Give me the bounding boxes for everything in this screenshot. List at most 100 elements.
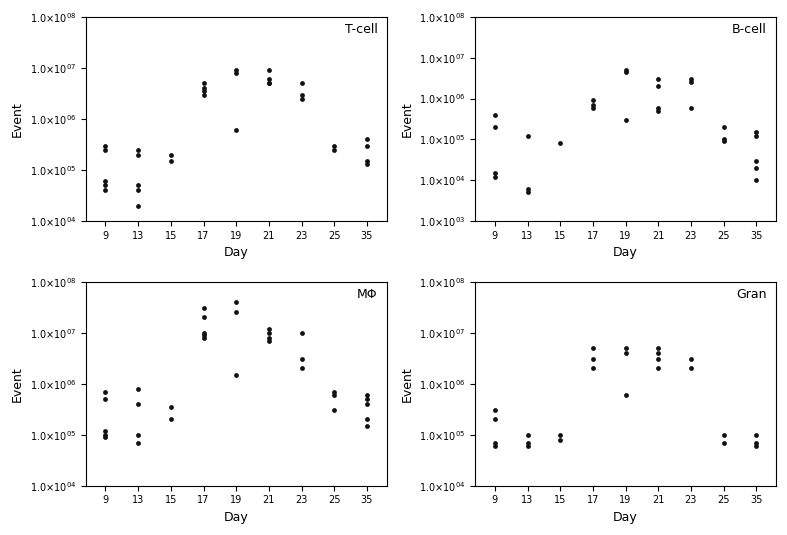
Point <box>360 160 373 169</box>
Point <box>652 82 664 90</box>
Point <box>489 123 501 132</box>
Point <box>652 344 664 353</box>
Point <box>132 384 145 393</box>
Point <box>554 430 567 439</box>
Point <box>489 438 501 447</box>
Point <box>360 400 373 408</box>
Point <box>230 298 242 307</box>
Point <box>99 177 112 186</box>
Point <box>586 364 599 372</box>
Point <box>263 324 275 333</box>
Point <box>717 430 730 439</box>
Point <box>652 103 664 112</box>
Point <box>295 94 308 103</box>
Point <box>328 387 341 396</box>
Point <box>586 344 599 353</box>
Point <box>360 135 373 143</box>
Point <box>295 90 308 99</box>
Point <box>198 313 210 322</box>
Point <box>489 169 501 177</box>
Point <box>489 415 501 424</box>
Point <box>521 430 534 439</box>
Point <box>652 355 664 364</box>
X-axis label: Day: Day <box>613 511 638 524</box>
Point <box>328 146 341 154</box>
Point <box>685 75 697 83</box>
Point <box>99 186 112 195</box>
Point <box>554 139 567 148</box>
Point <box>360 415 373 424</box>
Point <box>99 430 112 439</box>
Point <box>164 150 177 159</box>
Text: T-cell: T-cell <box>345 23 378 36</box>
Point <box>263 328 275 337</box>
X-axis label: Day: Day <box>613 246 638 259</box>
Point <box>750 438 763 447</box>
Point <box>99 433 112 441</box>
Point <box>619 67 632 76</box>
Point <box>619 391 632 399</box>
Point <box>99 426 112 435</box>
Point <box>489 406 501 415</box>
Point <box>750 176 763 185</box>
Y-axis label: Event: Event <box>401 101 413 137</box>
Point <box>489 442 501 450</box>
Point <box>652 349 664 357</box>
Text: Gran: Gran <box>737 288 767 301</box>
Point <box>295 355 308 364</box>
Point <box>619 349 632 357</box>
Point <box>685 78 697 87</box>
Point <box>132 430 145 439</box>
X-axis label: Day: Day <box>224 511 249 524</box>
Point <box>586 101 599 109</box>
Point <box>652 75 664 83</box>
Point <box>521 442 534 450</box>
Point <box>99 395 112 403</box>
Point <box>489 173 501 181</box>
X-axis label: Day: Day <box>224 246 249 259</box>
Point <box>717 123 730 132</box>
Point <box>652 106 664 115</box>
Point <box>99 181 112 189</box>
Point <box>750 156 763 165</box>
Point <box>230 126 242 134</box>
Point <box>99 387 112 396</box>
Point <box>360 157 373 165</box>
Point <box>685 364 697 372</box>
Point <box>263 79 275 88</box>
Point <box>132 150 145 159</box>
Text: MΦ: MΦ <box>357 288 378 301</box>
Point <box>263 79 275 88</box>
Point <box>132 181 145 189</box>
Point <box>164 157 177 165</box>
Point <box>521 185 534 194</box>
Point <box>230 68 242 77</box>
Point <box>750 128 763 136</box>
Point <box>198 331 210 339</box>
Y-axis label: Event: Event <box>11 101 24 137</box>
Point <box>586 103 599 112</box>
Point <box>198 333 210 342</box>
Point <box>328 406 341 415</box>
Point <box>619 344 632 353</box>
Point <box>295 364 308 372</box>
Point <box>295 328 308 337</box>
Point <box>360 391 373 399</box>
Point <box>263 75 275 83</box>
Point <box>750 132 763 140</box>
Point <box>717 438 730 447</box>
Point <box>360 141 373 150</box>
Point <box>685 103 697 112</box>
Point <box>619 66 632 74</box>
Point <box>132 186 145 195</box>
Y-axis label: Event: Event <box>11 366 24 402</box>
Point <box>717 135 730 143</box>
Point <box>132 400 145 408</box>
Text: B-cell: B-cell <box>732 23 767 36</box>
Point <box>132 438 145 447</box>
Point <box>230 370 242 379</box>
Point <box>685 355 697 364</box>
Point <box>263 337 275 345</box>
Point <box>198 90 210 99</box>
Point <box>750 164 763 172</box>
